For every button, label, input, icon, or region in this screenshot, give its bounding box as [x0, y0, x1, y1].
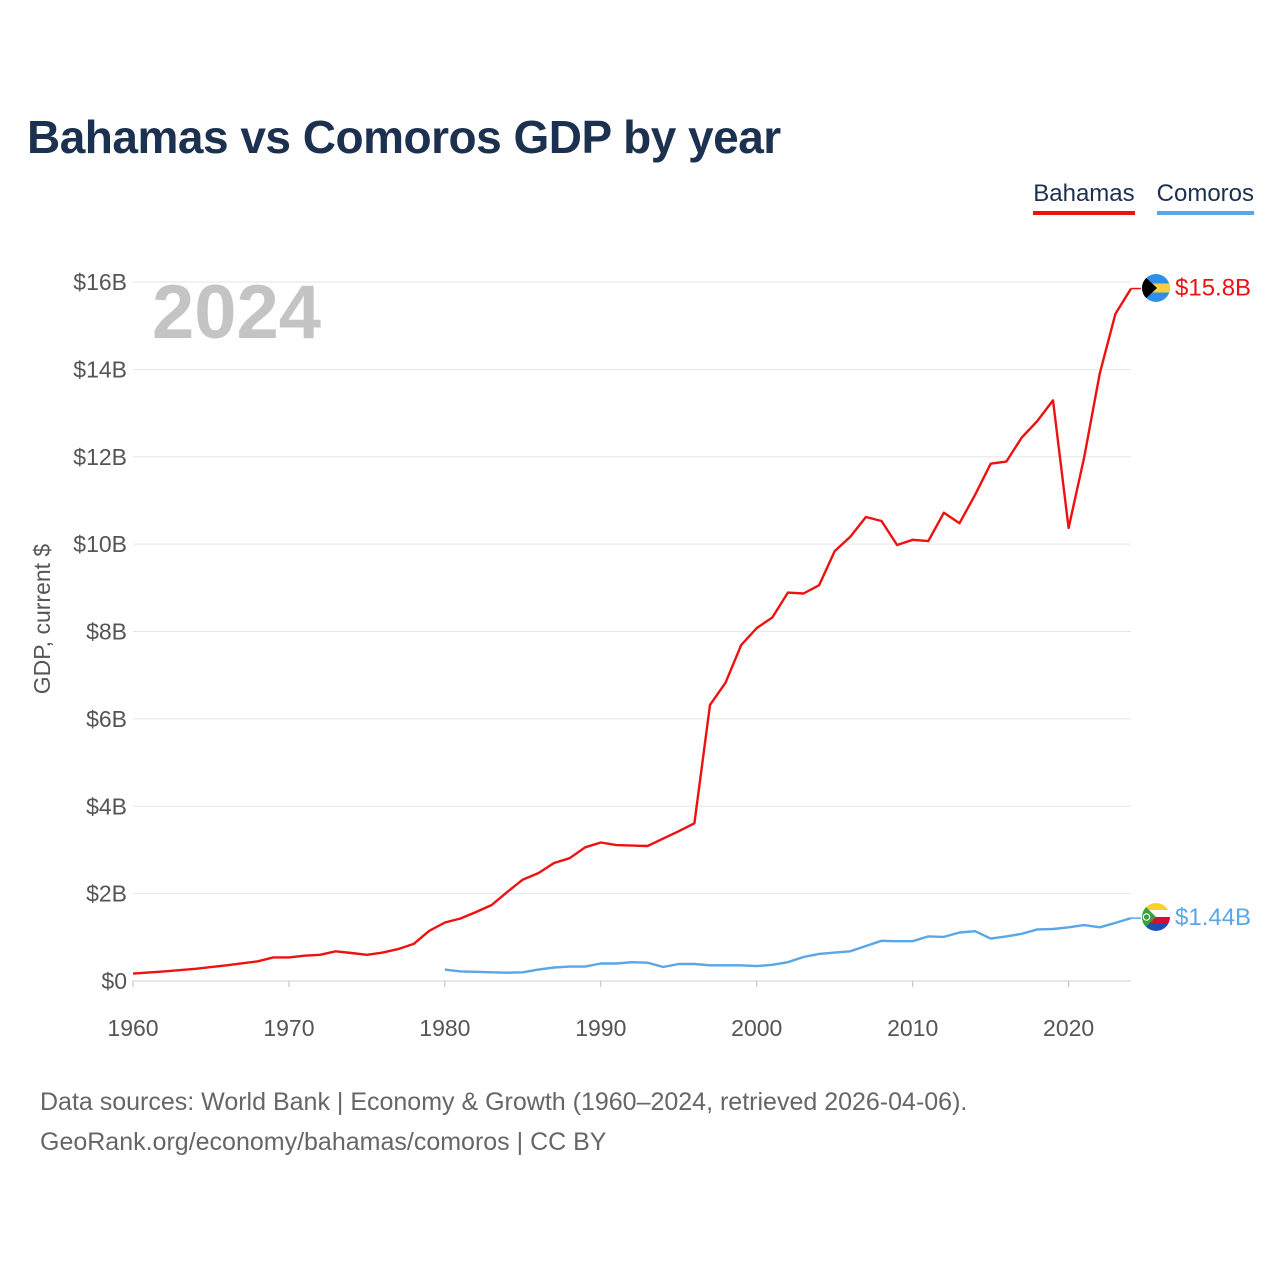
axes: $0 $2B $4B $6B $8B $10B $12B $14B $16B 1960 1970 19…	[73, 269, 1094, 1041]
y-tick-label: $16B	[73, 269, 127, 295]
x-tick-label: 1960	[107, 1015, 158, 1041]
y-tick-label: $2B	[86, 881, 127, 907]
series-line-bahamas[interactable]	[132, 287, 1133, 975]
footer-credit[interactable]: GeoRank.org/economy/bahamas/comoros | CC…	[40, 1128, 607, 1156]
bahamas-flag-icon	[1142, 274, 1170, 302]
footer-sources: Data sources: World Bank | Economy & Gro…	[40, 1088, 968, 1116]
y-axis-label: GDP, current $	[29, 544, 55, 695]
y-tick-label: $6B	[86, 706, 127, 732]
x-tick-label: 1970	[263, 1015, 314, 1041]
legend-item-bahamas[interactable]: Bahamas	[1033, 180, 1135, 215]
x-tick-label: 1980	[419, 1015, 470, 1041]
comoros-flag-icon	[1142, 903, 1170, 931]
y-tick-label: $0	[101, 968, 127, 994]
legend: Bahamas Comoros	[1033, 180, 1254, 215]
grid-lines	[133, 281, 1131, 982]
comoros-end-label: $1.44B	[1175, 904, 1251, 931]
year-watermark: 2024	[152, 270, 321, 355]
legend-item-comoros[interactable]: Comoros	[1156, 180, 1254, 215]
chart-title: Bahamas vs Comoros GDP by year	[27, 111, 781, 163]
footer: Data sources: World Bank | Economy & Gro…	[40, 1082, 967, 1162]
bahamas-end-label: $15.8B	[1175, 275, 1251, 302]
y-tick-label: $12B	[73, 444, 127, 470]
y-tick-label: $14B	[73, 356, 127, 382]
x-tick-label: 1990	[575, 1015, 626, 1041]
y-tick-label: $4B	[86, 793, 127, 819]
x-tick-label: 2010	[887, 1015, 938, 1041]
y-tick-label: $8B	[86, 619, 127, 645]
x-tick-label: 2000	[731, 1015, 782, 1041]
y-tick-label: $10B	[73, 531, 127, 557]
series	[132, 287, 1141, 975]
x-tick-label: 2020	[1043, 1015, 1094, 1041]
series-line-comoros[interactable]	[444, 916, 1132, 974]
